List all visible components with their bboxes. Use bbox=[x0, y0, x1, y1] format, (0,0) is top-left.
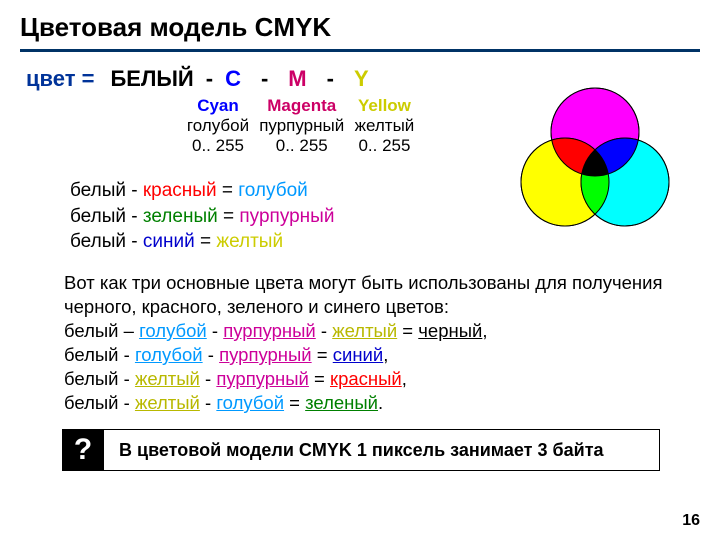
col-ru-m: пурпурный bbox=[259, 116, 345, 136]
formula-label: цвет = bbox=[26, 66, 94, 92]
para-line: белый - голубой - пурпурный = синий, bbox=[64, 343, 700, 367]
col-en-c: Cyan bbox=[182, 96, 254, 116]
paragraph: Вот как три основные цвета могут быть ис… bbox=[64, 271, 700, 415]
para-intro-1: Вот как три основные цвета могут быть ис… bbox=[64, 271, 700, 295]
formula-minus: - bbox=[247, 66, 282, 92]
formula-minus: - bbox=[200, 66, 219, 92]
callout: ? В цветовой модели CMYK 1 пиксель заним… bbox=[62, 429, 700, 471]
col-range-y: 0.. 255 bbox=[349, 136, 419, 156]
title-rule bbox=[20, 49, 700, 52]
page-number: 16 bbox=[682, 512, 700, 530]
para-line: белый - желтый - пурпурный = красный, bbox=[64, 367, 700, 391]
col-en-y: Yellow bbox=[349, 96, 419, 116]
col-ru-c: голубой bbox=[182, 116, 254, 136]
formula-c: C bbox=[225, 66, 241, 92]
question-icon: ? bbox=[62, 429, 104, 471]
col-range-m: 0.. 255 bbox=[259, 136, 345, 156]
para-line: белый - желтый - голубой = зеленый. bbox=[64, 391, 700, 415]
formula-m: M bbox=[288, 66, 306, 92]
col-en-m: Magenta bbox=[259, 96, 345, 116]
para-intro-2: черного, красного, зеленого и синего цве… bbox=[64, 295, 700, 319]
col-range-c: 0.. 255 bbox=[182, 136, 254, 156]
formula-y: Y bbox=[354, 66, 369, 92]
formula-minus: - bbox=[313, 66, 348, 92]
slide-title: Цветовая модель CMYK bbox=[20, 12, 700, 49]
col-ru-y: желтый bbox=[349, 116, 419, 136]
venn-diagram bbox=[510, 82, 680, 242]
formula-white: БЕЛЫЙ bbox=[110, 66, 193, 92]
para-line: белый – голубой - пурпурный - желтый = ч… bbox=[64, 319, 700, 343]
callout-text: В цветовой модели CMYK 1 пиксель занимае… bbox=[100, 429, 660, 471]
